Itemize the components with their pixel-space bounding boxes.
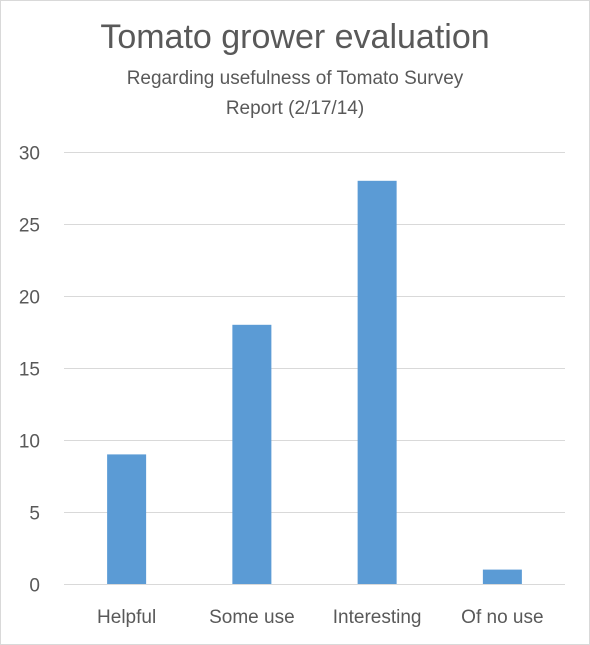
- y-tick-label-5: 5: [29, 504, 40, 525]
- y-tick-label-30: 30: [19, 144, 40, 165]
- y-axis-tick-labels: 0 5 10 15 20 25 30: [19, 144, 40, 597]
- bar-of-no-use: [482, 569, 522, 584]
- x-axis-tick-labels: Helpful Some use Interesting Of no use: [97, 607, 544, 628]
- y-tick-label-15: 15: [19, 360, 40, 381]
- bar-helpful: [107, 454, 147, 584]
- gridlines: [64, 152, 565, 585]
- chart-subtitle-line-1: Regarding usefulness of Tomato Survey: [126, 68, 464, 89]
- y-tick-label-10: 10: [19, 432, 40, 453]
- x-tick-label-some-use: Some use: [209, 607, 295, 628]
- x-tick-label-of-no-use: Of no use: [461, 607, 543, 628]
- y-tick-label-20: 20: [19, 288, 40, 309]
- x-tick-label-helpful: Helpful: [97, 607, 156, 628]
- y-tick-label-0: 0: [29, 576, 40, 597]
- chart-title: Tomato grower evaluation: [100, 18, 490, 56]
- x-tick-label-interesting: Interesting: [333, 607, 422, 628]
- chart-subtitle-line-2: Report (2/17/14): [225, 98, 365, 119]
- bars: [107, 180, 522, 585]
- bar-some-use: [232, 324, 272, 584]
- y-tick-label-25: 25: [19, 216, 40, 237]
- bar-interesting: [357, 180, 397, 585]
